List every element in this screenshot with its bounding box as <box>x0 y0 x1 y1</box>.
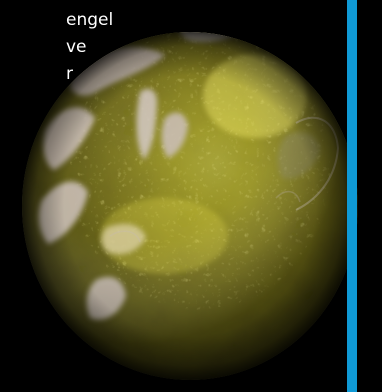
blue-divider-bar <box>347 0 357 392</box>
caption-text: engel ve r <box>0 0 120 110</box>
planet-limb <box>22 32 358 380</box>
caption-line-1: engel <box>66 10 114 30</box>
caption-line-2: ve <box>66 37 87 57</box>
caption-line-3: r <box>66 64 73 84</box>
